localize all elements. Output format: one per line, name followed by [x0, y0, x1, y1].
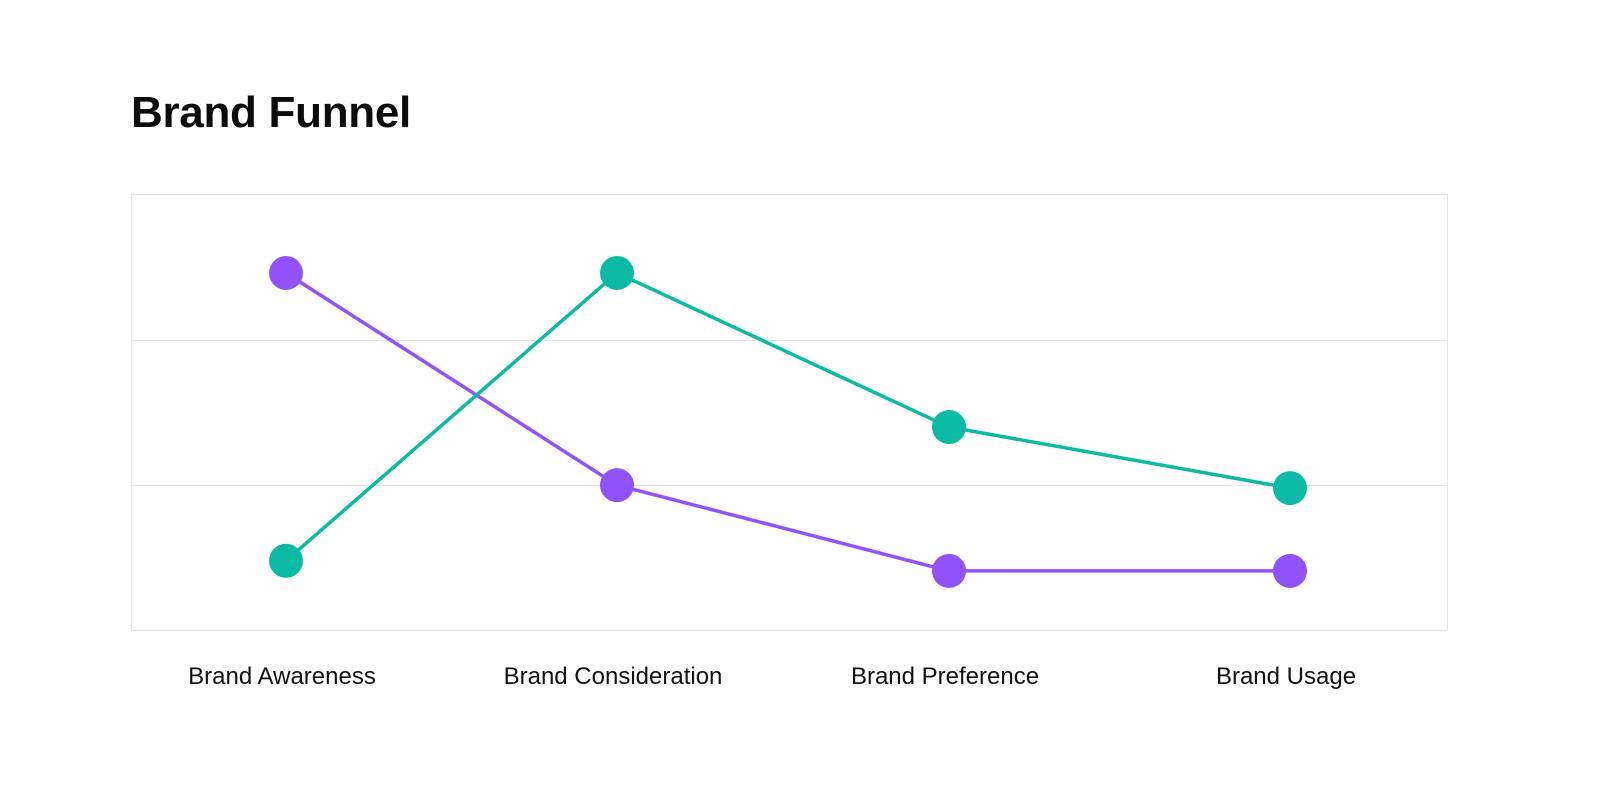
series-2-point	[600, 255, 634, 290]
x-tick-label: Brand Consideration	[504, 663, 723, 690]
series-1-point	[932, 553, 966, 588]
series-1-point	[600, 468, 634, 503]
series-2-point	[1273, 471, 1307, 506]
series-2-line	[284, 271, 1291, 563]
x-tick-label: Brand Awareness	[188, 663, 376, 690]
chart-title: Brand Funnel	[131, 88, 411, 137]
series-2-point	[932, 410, 966, 445]
plot-area	[131, 194, 1448, 631]
series-1-point	[1273, 553, 1307, 588]
series-1-line	[285, 271, 1290, 573]
x-tick-label: Brand Preference	[851, 663, 1039, 690]
x-tick-label: Brand Usage	[1216, 663, 1356, 690]
series-2-point	[269, 543, 303, 578]
series-1-point	[269, 255, 303, 290]
